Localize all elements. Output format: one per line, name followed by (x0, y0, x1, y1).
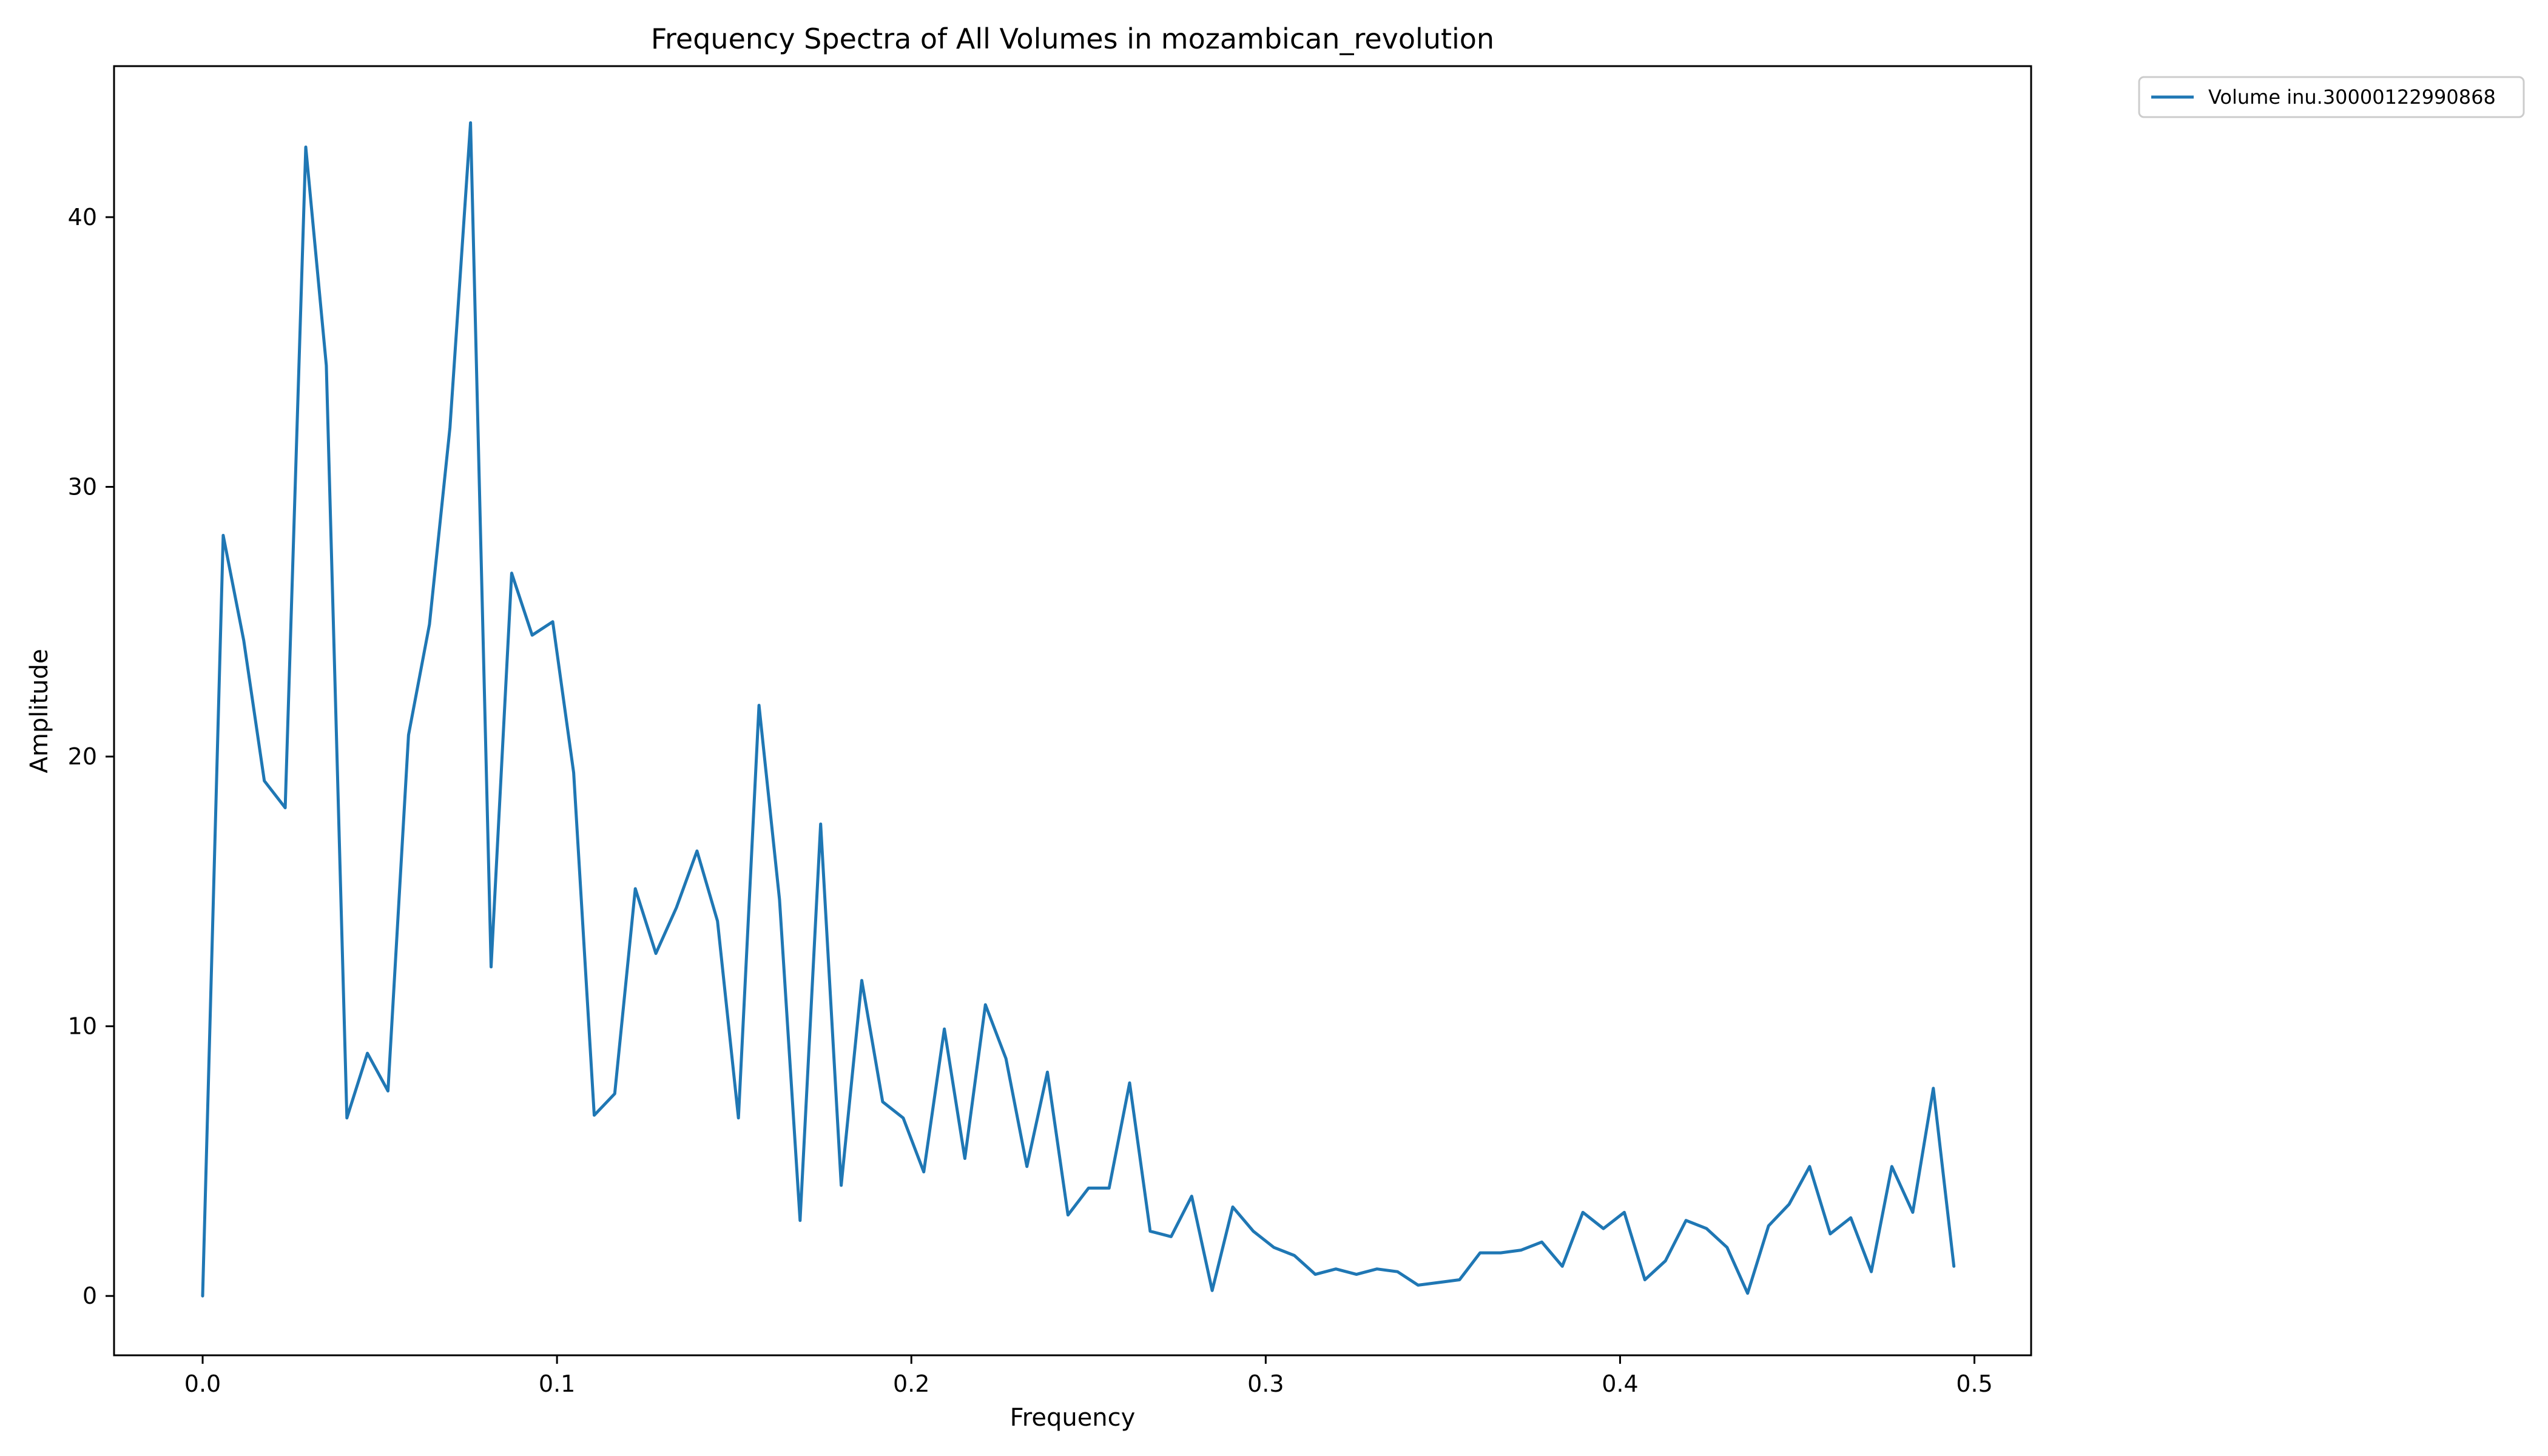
x-axis-label: Frequency (1010, 1404, 1136, 1432)
y-tick-label: 10 (68, 1013, 97, 1040)
x-tick-label: 0.0 (184, 1370, 221, 1397)
x-tick-label: 0.3 (1247, 1370, 1284, 1397)
x-tick-label: 0.5 (1956, 1370, 1992, 1397)
x-axis: 0.0 0.1 0.2 0.3 0.4 0.5 (184, 1355, 1993, 1397)
x-tick-label: 0.1 (539, 1370, 575, 1397)
y-tick-label: 40 (68, 204, 97, 231)
x-tick-label: 0.2 (893, 1370, 929, 1397)
y-tick-label: 20 (68, 743, 97, 770)
y-axis-label: Amplitude (25, 649, 53, 774)
y-tick-label: 30 (68, 474, 97, 500)
legend-frame (2138, 76, 2525, 118)
series-line (201, 121, 1956, 1298)
x-tick-label: 0.4 (1602, 1370, 1638, 1397)
legend: Volume inu.30000122990868 (2138, 76, 2525, 118)
series-layer (201, 121, 1956, 1298)
plot-area-frame (113, 65, 2032, 1357)
y-tick-label: 0 (83, 1282, 97, 1309)
chart-title: Frequency Spectra of All Volumes in moza… (651, 22, 1494, 55)
legend-entry-label: Volume inu.30000122990868 (2208, 86, 2496, 109)
y-axis: 0 10 20 30 40 (68, 204, 114, 1309)
